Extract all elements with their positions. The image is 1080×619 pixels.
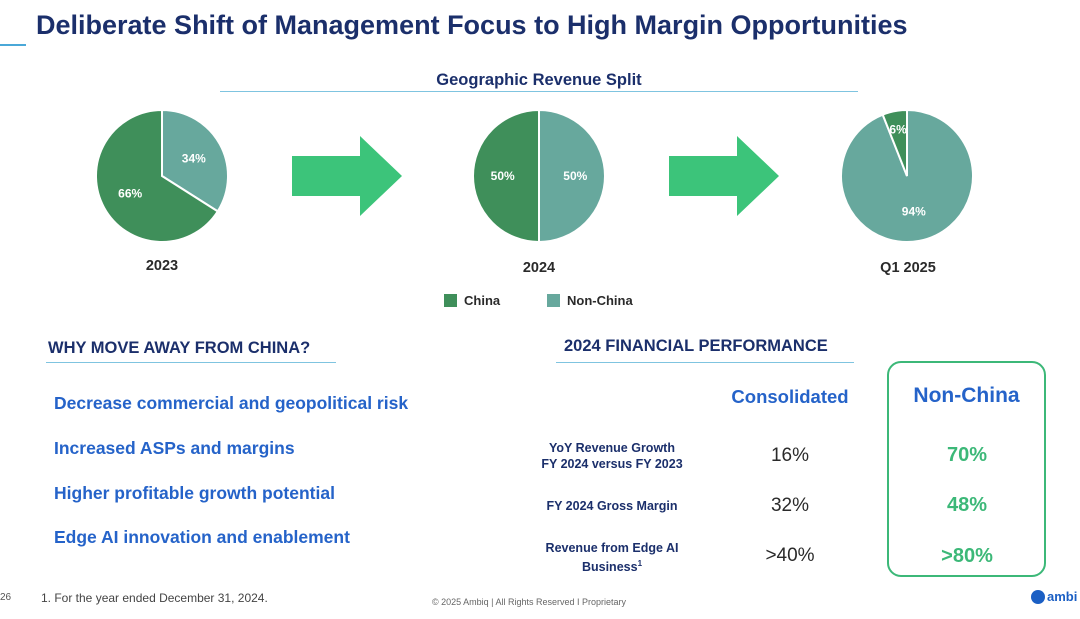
metric-label: Revenue from Edge AI Business1 xyxy=(527,540,697,575)
non-china-value: >80% xyxy=(941,545,993,567)
consolidated-column-header: Consolidated xyxy=(731,386,849,407)
metric-label-line: YoY Revenue Growth xyxy=(549,441,675,455)
pie-data-label: 50% xyxy=(563,169,587,183)
pie-chart-2024: 50% 50% xyxy=(472,109,606,243)
non-china-value: 70% xyxy=(946,444,988,466)
pie-year-label: 2024 xyxy=(522,260,556,276)
metric-label: FY 2024 Gross Margin xyxy=(527,498,697,514)
legend-swatch xyxy=(444,294,457,307)
page-number: 26 xyxy=(0,592,12,603)
consolidated-value: 32% xyxy=(770,495,810,516)
financial-section-rule xyxy=(556,362,854,363)
reason-item: Increased ASPs and margins xyxy=(54,438,295,458)
metric-label-line-with-footnote: Business1 xyxy=(527,556,697,575)
pie-slice-china xyxy=(472,109,540,243)
pie-data-label: 94% xyxy=(902,205,926,219)
reason-item: Decrease commercial and geopolitical ris… xyxy=(54,393,409,413)
pie-data-label: 34% xyxy=(182,152,206,166)
ambiq-logo: ambi xyxy=(1031,589,1077,604)
pie-year-label: 2023 xyxy=(145,258,179,274)
legend-item-china: China xyxy=(444,293,500,308)
non-china-value: 48% xyxy=(946,494,988,516)
legend-swatch xyxy=(547,294,560,307)
pie-data-label: 50% xyxy=(491,169,515,183)
chart-title-rule xyxy=(220,91,858,92)
financial-section-title: 2024 FINANCIAL PERFORMANCE xyxy=(564,337,828,355)
logo-text: ambi xyxy=(1047,589,1078,604)
pie-data-label: 6% xyxy=(889,122,907,136)
copyright-notice: © 2025 Ambiq | All Rights Reserved I Pro… xyxy=(432,597,627,607)
consolidated-value: >40% xyxy=(765,545,815,566)
pie-slice-china xyxy=(95,109,220,243)
pie-slice-non-china xyxy=(538,109,606,243)
legend-label: China xyxy=(464,293,501,308)
right-arrow-icon xyxy=(292,136,402,216)
non-china-highlight-box xyxy=(887,361,1046,577)
chart-title: Geographic Revenue Split xyxy=(436,71,642,89)
metric-label-line: FY 2024 versus FY 2023 xyxy=(541,457,683,471)
non-china-column-header: Non-China xyxy=(913,384,1020,407)
metric-label-line: FY 2024 Gross Margin xyxy=(546,499,678,513)
reason-item: Edge AI innovation and enablement xyxy=(54,527,350,547)
pie-data-label: 66% xyxy=(118,186,142,200)
footnote-marker: 1 xyxy=(637,559,643,568)
metric-label: YoY Revenue Growth FY 2024 versus FY 202… xyxy=(527,440,697,472)
right-arrow-icon xyxy=(669,136,779,216)
metric-label-line: Revenue from Edge AI xyxy=(545,541,679,555)
pie-chart-q1-2025: 94% 6% xyxy=(840,109,974,243)
why-section-rule xyxy=(46,362,336,363)
pie-chart-2023: 34% 66% xyxy=(95,109,229,243)
metric-label-line: Business xyxy=(581,560,638,575)
why-section-title: WHY MOVE AWAY FROM CHINA? xyxy=(48,339,311,357)
reason-item: Higher profitable growth potential xyxy=(54,483,335,503)
pie-slice-china xyxy=(881,109,908,177)
legend-label: Non-China xyxy=(567,293,633,308)
footnote: 1. For the year ended December 31, 2024. xyxy=(41,591,268,605)
page-title: Deliberate Shift of Management Focus to … xyxy=(36,10,908,40)
legend-item-non-china: Non-China xyxy=(547,293,633,308)
title-accent-line xyxy=(0,44,26,46)
consolidated-value: 16% xyxy=(770,445,810,466)
pie-year-label: Q1 2025 xyxy=(880,260,936,276)
ambiq-logo-icon xyxy=(1031,589,1045,604)
